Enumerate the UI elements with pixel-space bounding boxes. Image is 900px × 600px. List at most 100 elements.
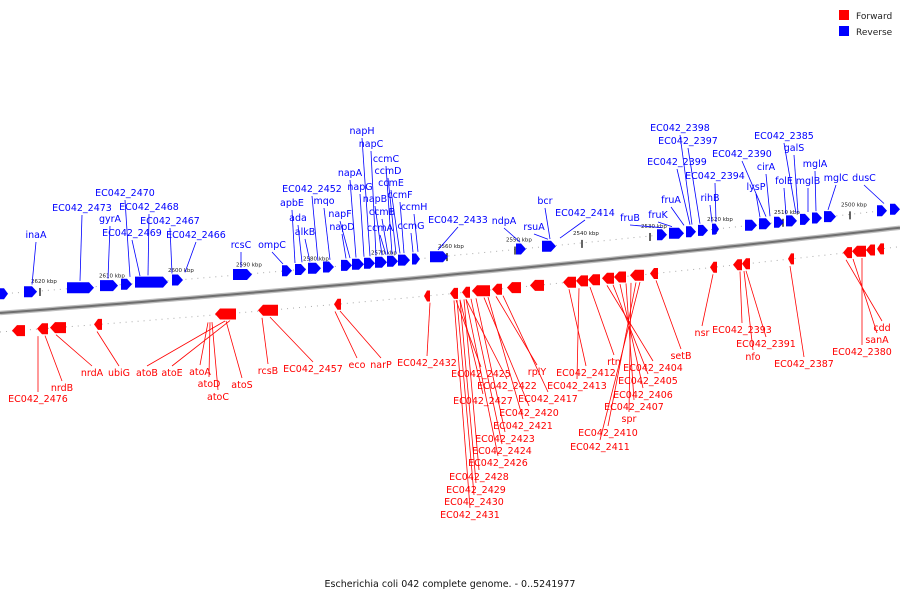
gene-label-ec042-2467: EC042_2467 (140, 216, 200, 227)
gene-label-ec042-2393: EC042_2393 (712, 325, 772, 336)
reverse-gene-arrow (774, 216, 784, 228)
ec042-2457-leader (269, 316, 314, 363)
fruk-leader (657, 221, 673, 228)
ec042-2394-leader (714, 182, 717, 223)
atoc-leader (211, 322, 219, 391)
gene-label-fruk: fruK (648, 210, 668, 221)
reverse-gene-arrow (412, 253, 420, 265)
gene-label-cdd: cdd (873, 323, 890, 334)
reverse-gene-arrow (282, 265, 292, 277)
reverse-gene-arrow (387, 255, 398, 267)
tick-label: 2600 kbp (168, 268, 194, 274)
frub-leader (629, 224, 663, 229)
gene-label-ec042-2405: EC042_2405 (618, 376, 678, 387)
gene-label-ubig: ubiG (108, 368, 130, 379)
gene-label-ec042-2385: EC042_2385 (754, 131, 814, 142)
dusc-leader (863, 184, 885, 204)
forward-gene-arrow (12, 325, 25, 337)
reverse-gene-arrow (786, 215, 797, 227)
napd-leader (341, 233, 347, 259)
gene-label-ec042-2411: EC042_2411 (570, 442, 630, 453)
ec042-2391-leader (745, 270, 767, 338)
rtn-leader (589, 286, 615, 356)
gene-label-gyra: gyrA (99, 214, 122, 225)
gene-label-ec042-2432: EC042_2432 (397, 358, 457, 369)
tick-label: 2560 kbp (438, 244, 464, 250)
forward-gene-arrow (94, 318, 102, 330)
gene-label-ec042-2476: EC042_2476 (8, 394, 68, 405)
reverse-gene-arrow (341, 259, 352, 271)
ec042-2422-leader (465, 299, 508, 380)
reverse-gene-arrow (100, 280, 118, 292)
cira-leader (765, 173, 771, 217)
gene-label-ada: ada (289, 213, 307, 224)
gene-label-ec042-2399: EC042_2399 (647, 157, 707, 168)
tick-label: 2510 kbp (774, 210, 800, 216)
gene-label-ccmb: ccmB (369, 207, 395, 218)
gene-label-dusc: dusC (852, 173, 876, 184)
forward-gene-arrow (602, 272, 614, 284)
atoa-leader (199, 322, 209, 366)
forward-gene-arrow (462, 286, 470, 298)
ccmc-leader (385, 165, 393, 255)
gene-label-spr: spr (622, 414, 637, 425)
ec042-2420-leader (483, 297, 530, 407)
reverse-gene-arrow (686, 226, 696, 238)
tick-label: 2580 kbp (303, 256, 329, 262)
setb-leader (655, 280, 682, 350)
gene-label-ec042-2406: EC042_2406 (613, 390, 673, 401)
ec042-2387-leader (789, 265, 805, 358)
gene-label-mqo: mqo (313, 196, 334, 207)
gene-label-napa: napA (338, 168, 363, 179)
mqo-leader (323, 207, 331, 260)
ec042-2390-leader (741, 160, 767, 217)
ec042-2470-leader (124, 199, 131, 277)
reverse-gene-arrow (824, 211, 836, 223)
nsr-leader (701, 274, 714, 327)
reverse-gene-arrow (308, 262, 321, 274)
legend-reverse-swatch (839, 26, 849, 36)
ec042-2430-leader (456, 300, 475, 496)
sana-leader (852, 258, 878, 334)
ec042-2417-leader (502, 295, 549, 393)
ec042-2431-leader (453, 300, 471, 509)
rsua-leader (533, 233, 549, 240)
forward-gene-arrow (614, 271, 626, 283)
ec042-2397-leader (687, 147, 701, 224)
genome-backbone (0, 226, 900, 314)
gals-leader (793, 154, 799, 214)
napc-leader (370, 150, 377, 256)
ccma-leader (379, 234, 387, 255)
gene-label-fole: folE (775, 176, 793, 187)
gene-label-apbe: apbE (280, 198, 304, 209)
nrdb-leader (44, 335, 63, 382)
gene-label-ec042-2431: EC042_2431 (440, 510, 500, 521)
gene-label-ec042-2469: EC042_2469 (102, 228, 162, 239)
inaa-leader (31, 241, 37, 285)
gene-label-ec042-2466: EC042_2466 (166, 230, 226, 241)
reverse-gene-arrow (430, 251, 448, 263)
bcr-leader (544, 207, 551, 240)
gene-label-ec042-2410: EC042_2410 (578, 428, 638, 439)
rcsb-leader (261, 317, 269, 365)
gene-label-ccmh: ccmH (401, 202, 428, 213)
napg-leader (359, 193, 365, 257)
atob-leader (146, 320, 226, 367)
atod-leader (208, 322, 211, 378)
reverse-gene-arrow (669, 227, 684, 239)
napf-leader (339, 220, 351, 259)
gene-label-ccmf: ccmF (387, 190, 412, 201)
gene-label-atoa: atoA (189, 367, 211, 378)
ec042-2393-leader (739, 271, 743, 324)
gene-label-napg: napG (347, 182, 372, 193)
forward-gene-arrow (576, 275, 588, 287)
gene-label-napf: napF (328, 209, 351, 220)
gene-label-ec042-2422: EC042_2422 (477, 381, 537, 392)
forward-gene-arrow (258, 304, 278, 316)
gene-label-ec042-2391: EC042_2391 (736, 339, 796, 350)
narp-leader (339, 310, 382, 359)
reverse-gene-arrow (890, 203, 900, 215)
gene-label-atoc: atoC (207, 392, 229, 403)
gene-label-lysp: lysP (747, 182, 766, 193)
